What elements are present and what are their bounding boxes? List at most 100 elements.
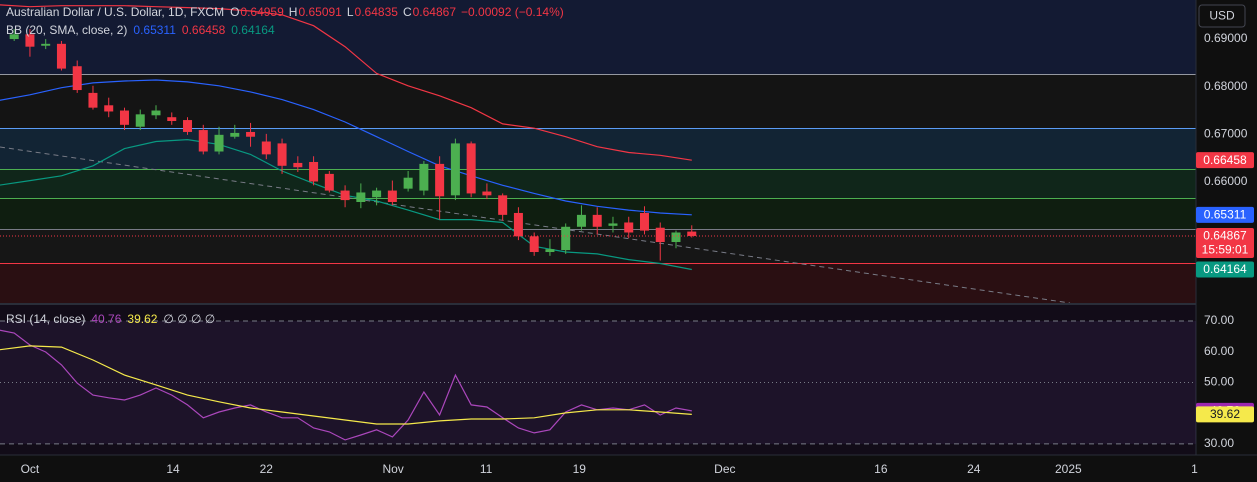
close-value: 0.64867	[413, 5, 457, 19]
x-tick-label: 1	[1191, 462, 1198, 476]
y-tick-label: 0.68000	[1204, 79, 1248, 93]
y-tick-label: 0.69000	[1204, 31, 1248, 45]
candle-body	[608, 223, 618, 226]
x-tick-label: 2025	[1055, 462, 1082, 476]
high-value: 0.65091	[298, 5, 342, 19]
bb-title: BB (20, SMA, close, 2)	[6, 23, 127, 37]
x-tick-label: 14	[166, 462, 180, 476]
candle-body	[671, 232, 681, 243]
candle-body	[9, 34, 19, 40]
zone	[0, 263, 1196, 303]
ohlc-letter: L	[347, 5, 354, 19]
symbol-title: Australian Dollar / U.S. Dollar, 1D, FXC…	[6, 5, 224, 19]
x-tick-label: 11	[480, 462, 493, 476]
zone	[0, 169, 1196, 198]
candle-body	[687, 231, 697, 236]
rsi-line	[0, 345, 692, 425]
candle-body	[545, 249, 555, 253]
x-tick-label: Dec	[714, 462, 735, 476]
candle-body	[372, 190, 382, 198]
candle-body	[104, 105, 114, 112]
candle-body	[419, 163, 429, 191]
candle-body	[624, 222, 634, 233]
candle-body	[309, 161, 319, 182]
candle-body	[435, 163, 445, 197]
candle-body	[72, 66, 82, 91]
ma-tag: 39.62	[1210, 407, 1240, 421]
rsi-line	[0, 329, 692, 441]
y-tick-label: 50.00	[1204, 375, 1234, 389]
candle-body	[119, 110, 129, 125]
candle-body	[498, 195, 508, 215]
ma-tag-box	[1196, 406, 1254, 423]
candle-body	[466, 143, 476, 194]
rsi-value: 40.76	[91, 312, 121, 326]
candle-body	[340, 190, 350, 201]
button-frame[interactable]	[1198, 4, 1246, 28]
upper-band-tag: 0.66458	[1203, 153, 1247, 167]
candle-body	[403, 177, 413, 189]
lower-band-tag-box	[1196, 261, 1254, 278]
candle-body	[576, 214, 586, 227]
candle-body	[324, 173, 334, 191]
open-value: 0.64959	[240, 5, 284, 19]
candle-body	[198, 130, 208, 152]
candle-body	[529, 236, 539, 253]
zone-lines	[0, 74, 1196, 264]
zone	[0, 74, 1196, 128]
low-value: 0.64835	[355, 5, 399, 19]
x-tick-label: 22	[260, 462, 274, 476]
candle-body	[25, 34, 35, 47]
currency-label[interactable]: USD	[1209, 9, 1235, 23]
candle-body	[183, 120, 193, 132]
candle-body	[561, 226, 571, 251]
candle-body	[167, 117, 177, 122]
rsi-extra: ∅ ∅ ∅ ∅	[163, 312, 215, 326]
candle-body	[592, 214, 602, 227]
candle-body	[513, 212, 523, 237]
x-tick-label: 16	[874, 462, 888, 476]
last-price: 0.64867	[1203, 229, 1247, 243]
candle-body	[639, 212, 649, 231]
y-tick-label: 0.66000	[1204, 174, 1248, 188]
upper-band-tag-box	[1196, 152, 1254, 169]
ohlc-letter: H	[289, 5, 298, 19]
candle-body	[277, 143, 287, 166]
ohlc-letter: O	[230, 5, 239, 19]
candle-body	[655, 227, 665, 243]
countdown: 15:59:01	[1202, 243, 1249, 257]
candle-body	[41, 43, 51, 46]
candle-body	[293, 162, 303, 168]
basis-tag: 0.65311	[1204, 207, 1247, 221]
rsi-title: RSI (14, close)	[6, 312, 85, 326]
change-value: −0.00092 (−0.14%)	[461, 5, 564, 19]
x-tick-label: Oct	[21, 462, 40, 476]
bb-line	[0, 79, 692, 216]
candle-body	[230, 132, 240, 137]
trend-line	[0, 146, 1071, 304]
candle-body	[214, 134, 224, 152]
candle-body	[482, 191, 492, 196]
rsi-value: 39.62	[127, 312, 157, 326]
candle-body	[246, 131, 256, 137]
zone	[0, 0, 1196, 74]
candle-body	[56, 43, 66, 69]
currency-button[interactable]: USD	[1198, 4, 1246, 28]
y-tick-label: 0.67000	[1204, 127, 1248, 141]
candle-body	[151, 110, 161, 116]
candle-body	[88, 92, 98, 108]
candle-body	[387, 190, 397, 202]
zone	[0, 128, 1196, 169]
y-tick-label: 60.00	[1204, 344, 1234, 358]
last-price-box	[1196, 227, 1254, 258]
ohlc-letter: C	[403, 5, 412, 19]
y-tick-label: 70.00	[1204, 313, 1234, 327]
basis-tag-box	[1196, 206, 1254, 223]
candle-body	[356, 192, 366, 202]
x-tick-label: 24	[967, 462, 981, 476]
x-tick-label: Nov	[382, 462, 403, 476]
bb-value: 0.66458	[182, 23, 226, 37]
y-tick-label: 30.00	[1204, 436, 1234, 450]
x-tick-label: 19	[573, 462, 587, 476]
